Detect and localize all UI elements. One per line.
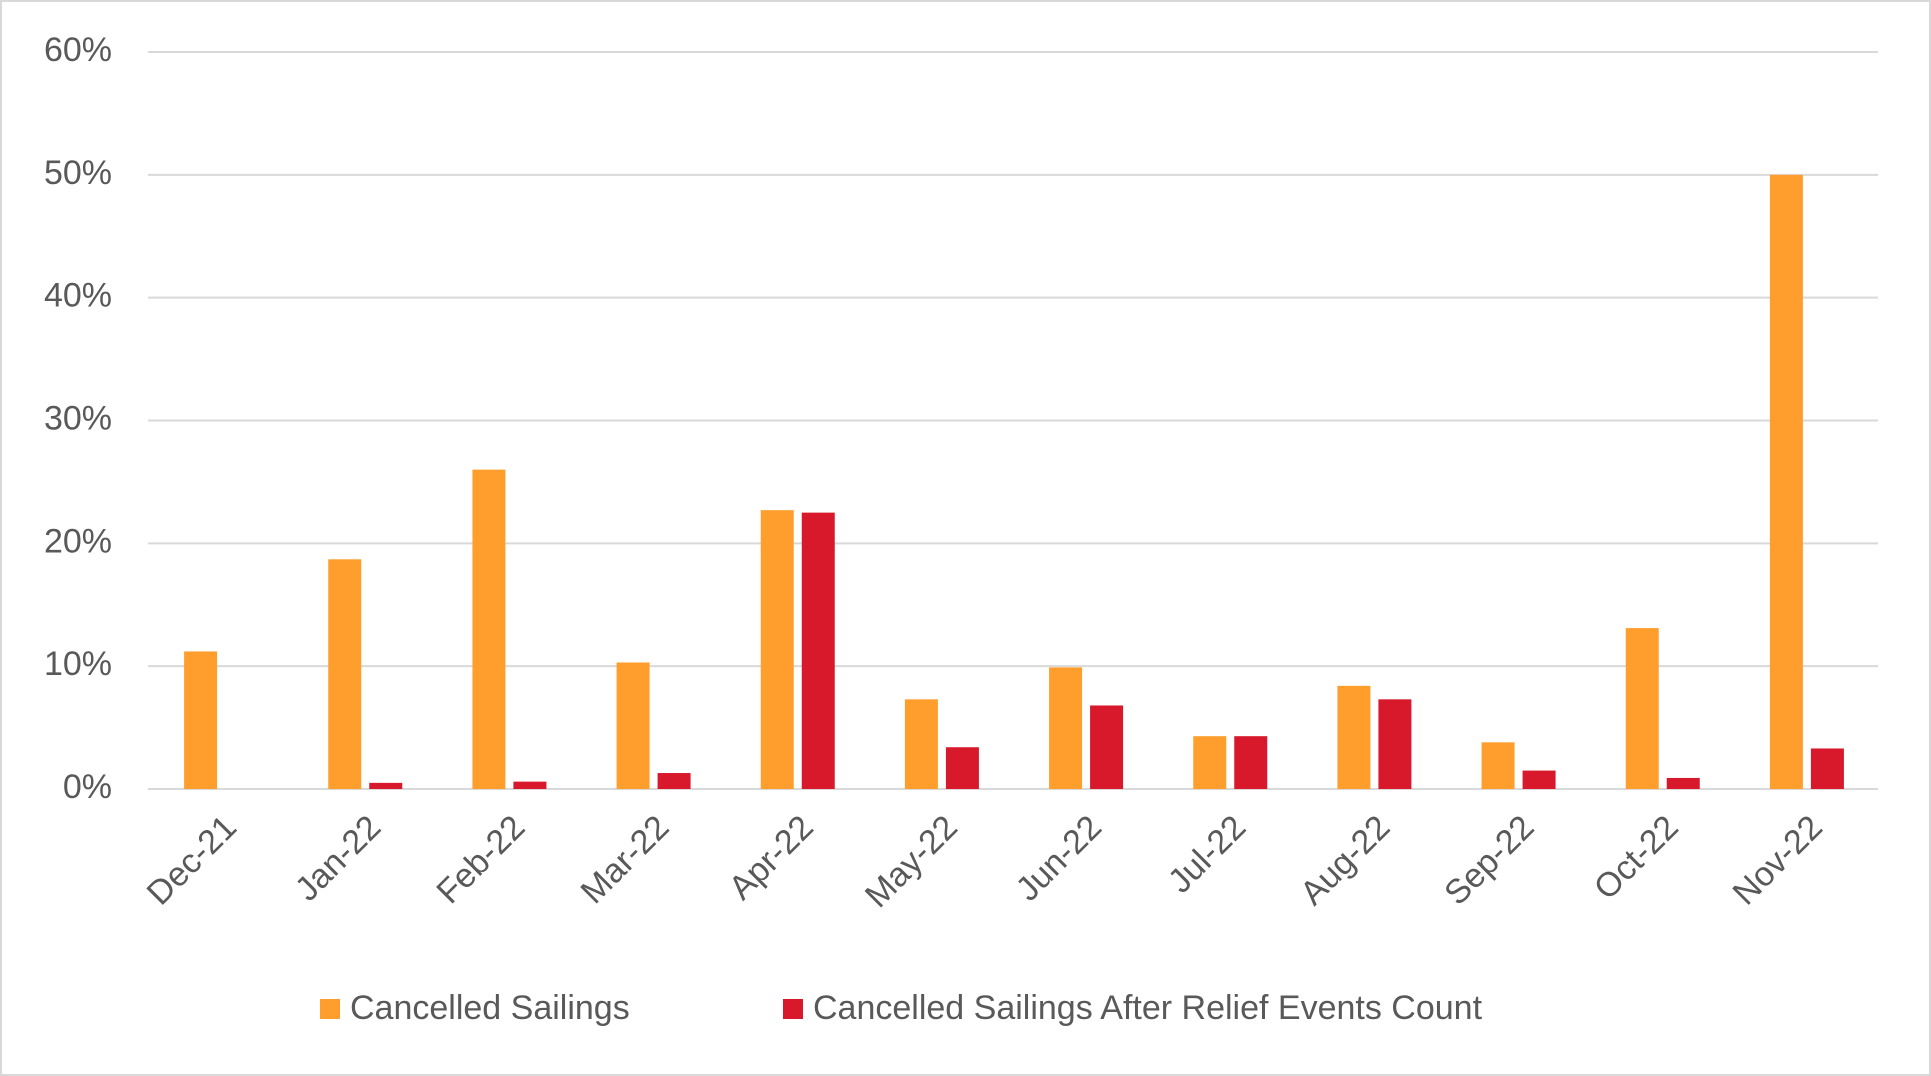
bar [657,773,691,789]
legend-swatch [783,999,803,1019]
y-tick-label: 40% [44,277,112,315]
y-tick-label: 10% [44,645,112,683]
bar [1049,667,1083,789]
bar [1234,736,1268,789]
bar [1769,174,1803,790]
bar [328,559,362,789]
bar [904,699,938,789]
bar [184,651,218,789]
bar [1090,705,1124,789]
bar [1193,736,1227,789]
bar [760,510,794,789]
legend-label: Cancelled Sailings [350,989,630,1027]
y-tick-label: 20% [44,522,112,560]
bar [1481,742,1515,789]
legend-label: Cancelled Sailings After Relief Events C… [813,989,1483,1027]
bar [1522,770,1556,789]
bar [945,747,979,789]
bar [1810,748,1844,789]
bar [801,512,835,789]
bar [513,781,547,789]
bar [472,469,506,789]
bar [1625,628,1659,789]
y-tick-label: 0% [63,768,112,806]
bar [1337,685,1371,789]
legend-swatch [320,999,340,1019]
y-tick-label: 60% [44,31,112,69]
y-tick-label: 30% [44,399,112,437]
bar [616,662,650,789]
y-tick-label: 50% [44,154,112,192]
bar [369,782,403,789]
bar [1378,699,1412,789]
bar [1666,777,1700,789]
